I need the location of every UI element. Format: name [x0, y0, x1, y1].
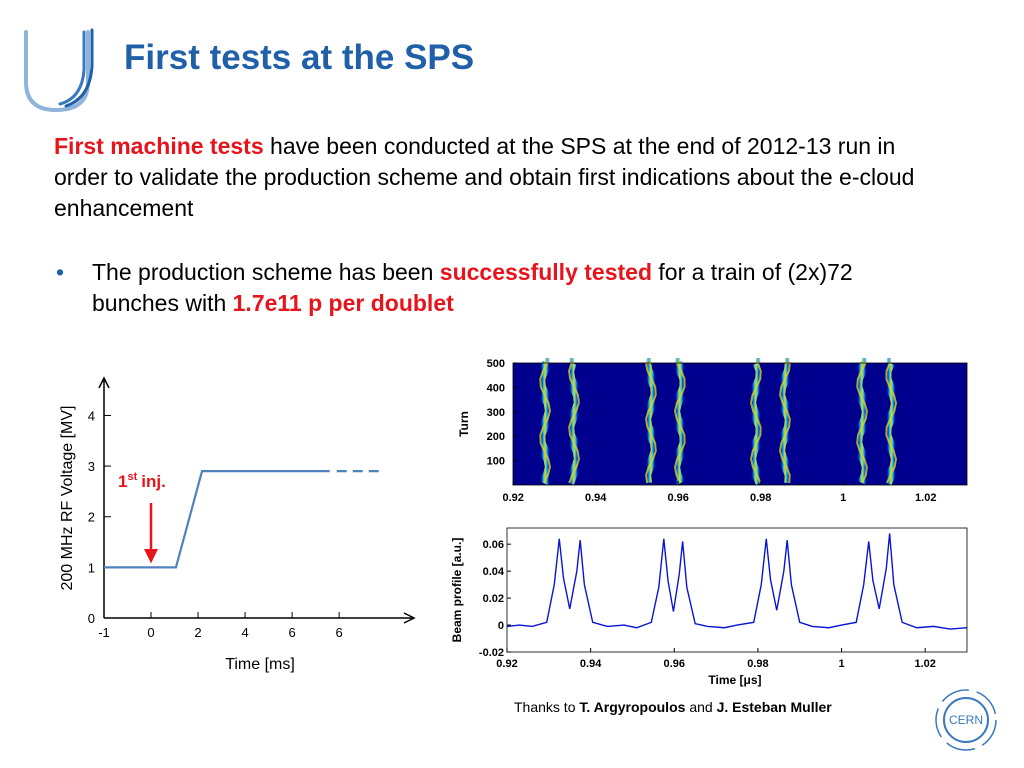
- heatmap-stripe-core: [749, 362, 762, 484]
- y-tick-label: 200: [487, 431, 505, 443]
- text: and: [689, 699, 713, 715]
- x-tick-label: 6: [288, 625, 295, 640]
- axis-arrow: [403, 612, 416, 624]
- x-tick-label: 0.96: [667, 492, 688, 504]
- annotation-sup: st: [127, 471, 137, 483]
- x-tick-label: 0.98: [747, 658, 768, 670]
- paragraph-text: have been conducted at the SPS at the en…: [54, 133, 915, 221]
- y-tick-label: 300: [487, 407, 505, 419]
- y-tick-label: 0: [88, 611, 95, 626]
- x-tick-label: 1: [838, 658, 844, 670]
- plot-frame: [506, 527, 968, 653]
- y-tick-label: 4: [88, 408, 95, 423]
- heatmap-stripe-core: [856, 362, 868, 484]
- heatmap-stripe-core: [779, 362, 792, 484]
- x-tick-label: 0.94: [580, 658, 602, 670]
- x-tick-label: 0.96: [664, 658, 685, 670]
- axis-arrow: [98, 376, 110, 389]
- y-tick-label: 2: [88, 510, 95, 525]
- heatmap-stripe-core: [673, 362, 686, 484]
- x-tick-label: 1.02: [914, 658, 935, 670]
- y-tick-label: 500: [487, 358, 505, 370]
- x-tick-label: 0.94: [585, 492, 607, 504]
- y-tick-label: 0.06: [483, 539, 504, 551]
- annotation-text: inj.: [141, 472, 166, 491]
- y-tick-label: 0: [498, 620, 504, 632]
- y-tick-label: 0.04: [483, 566, 505, 578]
- highlight: successfully tested: [439, 259, 652, 285]
- y-axis-label: Beam profile [a.u.]: [450, 538, 464, 643]
- slide-title: First tests at the SPS: [124, 38, 475, 77]
- x-tick-label: 2: [194, 625, 201, 640]
- logo-cern: CERN: [935, 689, 997, 751]
- x-tick-label: 0.98: [750, 492, 771, 504]
- y-tick-label: 3: [88, 459, 95, 474]
- heatmap-chart: 0.92 0.94 0.96 0.98 1 1.02 100 200 300 400 500 Turn: [457, 358, 968, 504]
- y-tick-label: -0.02: [479, 647, 504, 659]
- text: Thanks to: [514, 699, 576, 715]
- annotation-text: 1: [118, 472, 127, 491]
- heatmap-stripe-core: [568, 362, 580, 484]
- intro-paragraph: First machine tests have been conducted …: [54, 131, 934, 224]
- acknowledgement: Thanks to T. Argyropoulos and J. Esteban…: [514, 699, 832, 715]
- profile-chart: 0.92 0.94 0.96 0.98 1 1.02 -0.02 0 0.02 0.04 0.06 T…: [450, 527, 968, 687]
- heatmap-stripe-core: [644, 362, 657, 484]
- y-axis-label: Turn: [457, 411, 471, 437]
- annotation: 1st inj.: [118, 471, 166, 491]
- y-tick-label: 100: [487, 456, 505, 468]
- x-tick-label: 6: [335, 625, 342, 640]
- y-tick-label: 400: [487, 382, 505, 394]
- logo-text: CERN: [949, 713, 983, 727]
- y-tick-label: 0.02: [483, 593, 504, 605]
- y-tick-label: 1: [88, 560, 95, 575]
- x-tick-label: -1: [98, 625, 110, 640]
- text: for a train of (2x)72 bunches with: [92, 259, 853, 316]
- x-axis-label: Time [ms]: [225, 656, 295, 673]
- highlight: First machine tests: [54, 133, 264, 159]
- text: The production scheme has been: [92, 259, 434, 285]
- x-axis-label: Time [μs]: [708, 673, 761, 687]
- y-axis-label: 200 MHz RF Voltage [MV]: [59, 406, 76, 591]
- voltage-line: [104, 470, 330, 569]
- profile-line: [506, 533, 968, 630]
- x-tick-label: 0.92: [502, 492, 523, 504]
- bullet-marker: •: [56, 259, 65, 285]
- plot-frame: [512, 362, 968, 486]
- x-tick-label: 1: [840, 492, 846, 504]
- logo-u: [24, 28, 94, 113]
- heatmap-stripe-core: [885, 362, 898, 484]
- annotation-arrowhead: [144, 549, 159, 564]
- x-tick-label: 0.92: [496, 658, 517, 670]
- highlight: 1.7e11 p per doublet: [232, 290, 454, 316]
- bullet-text: The production scheme has been successfu…: [92, 257, 932, 319]
- x-tick-label: 0: [147, 625, 154, 640]
- name: J. Esteban Muller: [716, 699, 832, 715]
- x-tick-label: 4: [241, 625, 248, 640]
- heatmap-stripe-core: [539, 362, 552, 484]
- x-tick-label: 1.02: [915, 492, 936, 504]
- name: T. Argyropoulos: [579, 699, 686, 715]
